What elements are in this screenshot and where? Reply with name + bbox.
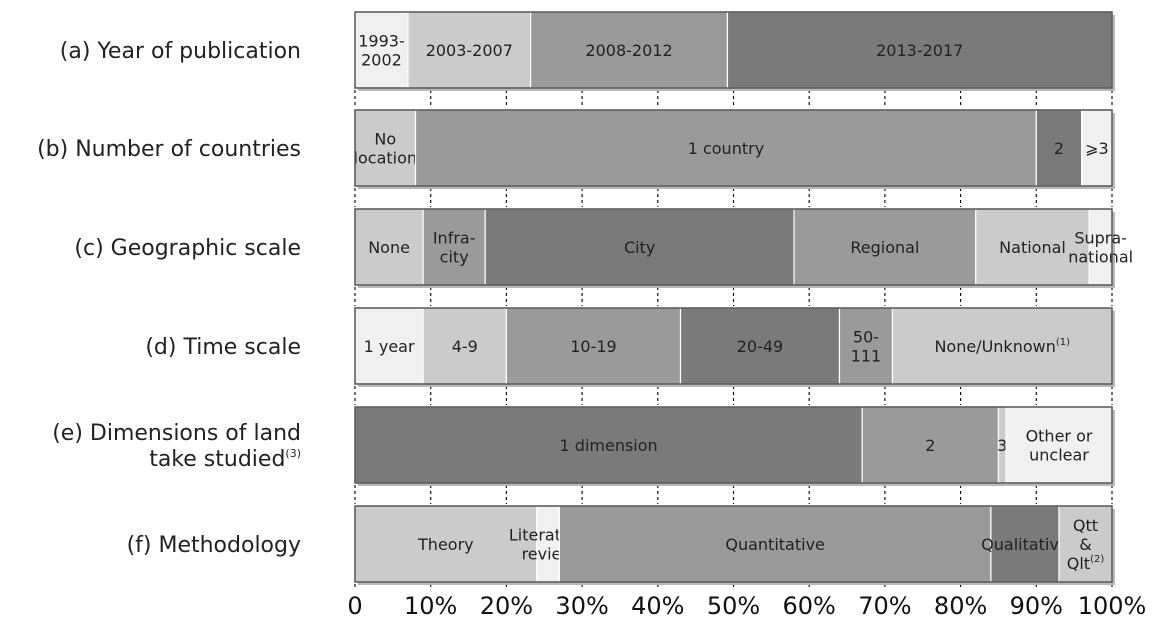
segment-label: unclear bbox=[1029, 446, 1089, 465]
row-label: (d) Time scale bbox=[145, 335, 301, 360]
bar-segment bbox=[1035, 109, 1083, 187]
bar-segment bbox=[354, 307, 424, 385]
x-tick-label: 0 bbox=[347, 592, 362, 620]
row-label: (e) Dimensions of land bbox=[52, 421, 301, 446]
segment-label: 3 bbox=[997, 436, 1007, 455]
row-label: (c) Geographic scale bbox=[74, 236, 301, 261]
bar-outline bbox=[354, 307, 1113, 385]
segment-label: 2008-2012 bbox=[585, 41, 672, 60]
segment-label: Qtt bbox=[1073, 516, 1098, 535]
segment-label: Qualitative bbox=[981, 535, 1069, 554]
segment-label: Supra- bbox=[1074, 229, 1127, 248]
segment-label: 2013-2017 bbox=[876, 41, 963, 60]
bar-segment bbox=[975, 208, 1090, 286]
bar-segment bbox=[505, 307, 682, 385]
segment-label: location bbox=[354, 149, 417, 168]
x-tick-label: 80% bbox=[934, 592, 987, 620]
segment-label: 1 dimension bbox=[560, 436, 658, 455]
segment-label: 10-19 bbox=[570, 337, 617, 356]
segment-label: 50- bbox=[853, 328, 879, 347]
bar-segment bbox=[679, 307, 841, 385]
row-label: take studied(3) bbox=[149, 447, 301, 472]
bar-segment bbox=[354, 406, 863, 484]
segment-label: 111 bbox=[851, 347, 882, 366]
segment-label: Infra- bbox=[433, 229, 476, 248]
bar-outline bbox=[354, 11, 1113, 89]
x-tick-label: 30% bbox=[555, 592, 608, 620]
segment-label: 2 bbox=[1054, 139, 1064, 158]
x-tick-label: 40% bbox=[631, 592, 684, 620]
segment-label: 20-49 bbox=[737, 337, 784, 356]
segment-label: Quantitative bbox=[725, 535, 825, 554]
x-tick-label: 60% bbox=[783, 592, 836, 620]
bar-segment bbox=[990, 505, 1060, 583]
segment-label: 1 country bbox=[688, 139, 764, 158]
segment-label: 2 bbox=[925, 436, 935, 455]
row-label: (a) Year of publication bbox=[60, 39, 301, 64]
row-label: (b) Number of countries bbox=[37, 137, 301, 162]
segment-label: No bbox=[374, 130, 396, 149]
segment-label: Other or bbox=[1026, 427, 1093, 446]
bar-segment bbox=[414, 109, 1037, 187]
row-label: (f) Methodology bbox=[127, 533, 301, 558]
bar-outline bbox=[354, 505, 1113, 583]
x-tick-label: 100% bbox=[1078, 592, 1147, 620]
segment-label: Regional bbox=[850, 238, 919, 257]
bar-segment bbox=[407, 11, 532, 89]
segment-label: None/Unknown(1) bbox=[934, 337, 1070, 356]
segment-label: 2003-2007 bbox=[426, 41, 513, 60]
x-tick-label: 70% bbox=[858, 592, 911, 620]
segment-label: 2002 bbox=[361, 51, 402, 70]
bar-outline bbox=[354, 109, 1113, 187]
bar-outline bbox=[354, 406, 1113, 484]
x-tick-label: 90% bbox=[1010, 592, 1063, 620]
segment-label: None bbox=[368, 238, 410, 257]
bar-outline bbox=[354, 208, 1113, 286]
segment-label: 1 year bbox=[364, 337, 415, 356]
segment-label: & bbox=[1079, 535, 1091, 554]
bar-segment bbox=[793, 208, 977, 286]
segment-label: City bbox=[624, 238, 655, 257]
x-tick-label: 20% bbox=[480, 592, 533, 620]
x-tick-label: 50% bbox=[707, 592, 760, 620]
x-tick-label: 10% bbox=[404, 592, 457, 620]
segment-label: Theory bbox=[417, 535, 474, 554]
segment-label: national bbox=[1068, 248, 1133, 267]
segment-label: 4-9 bbox=[452, 337, 478, 356]
bar-segment bbox=[422, 307, 508, 385]
segment-label: 1993- bbox=[358, 32, 405, 51]
segment-label: ⩾3 bbox=[1085, 139, 1109, 158]
bar-segment bbox=[1058, 505, 1113, 583]
segment-label: National bbox=[999, 238, 1066, 257]
segment-label: city bbox=[440, 248, 469, 267]
